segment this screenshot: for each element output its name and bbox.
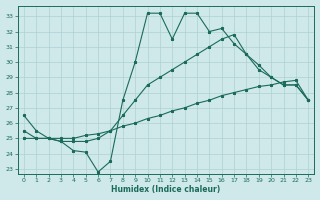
X-axis label: Humidex (Indice chaleur): Humidex (Indice chaleur)	[111, 185, 221, 194]
